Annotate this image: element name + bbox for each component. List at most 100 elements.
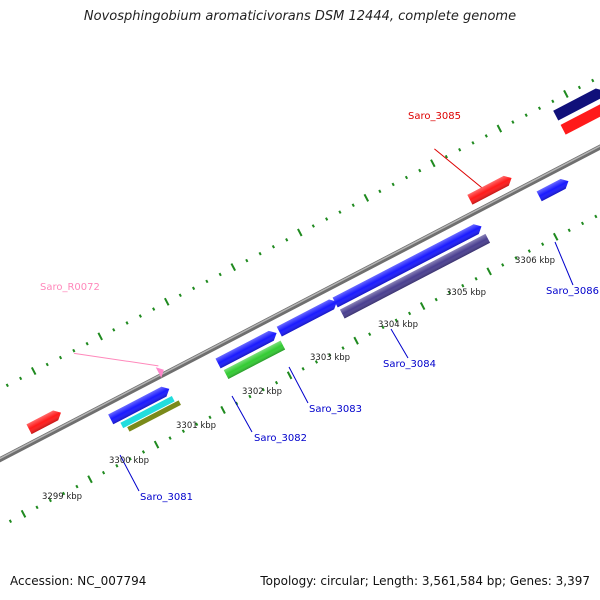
minor-tick: [338, 210, 342, 214]
kbp-label: 3302 kbp: [242, 387, 282, 397]
minor-tick: [285, 238, 289, 242]
minor-tick: [128, 457, 132, 461]
kbp-label: 3305 kbp: [446, 288, 486, 298]
minor-tick: [567, 228, 571, 233]
minor-tick: [274, 380, 279, 385]
minor-tick: [501, 263, 505, 267]
leader-saro-3082: [231, 395, 253, 433]
gene-label-saro-3082[interactable]: Saro_3082: [254, 433, 307, 444]
minor-tick: [471, 141, 475, 145]
minor-tick: [48, 498, 52, 503]
minor-tick: [537, 106, 542, 111]
minor-tick: [434, 297, 438, 302]
minor-tick: [541, 242, 545, 246]
gene-red-left[interactable]: [26, 408, 64, 435]
minor-tick: [341, 346, 345, 350]
minor-tick: [8, 519, 13, 523]
gene-label-saro-3085[interactable]: Saro_3085: [408, 111, 461, 122]
minor-tick: [58, 355, 63, 360]
minor-tick: [378, 189, 382, 194]
minor-tick: [444, 154, 448, 159]
minor-tick: [368, 332, 372, 336]
leader-saro-r0072: [74, 352, 159, 367]
minor-tick: [394, 318, 398, 323]
minor-tick: [418, 168, 422, 173]
leader-saro-3083: [288, 366, 309, 404]
minor-tick: [141, 450, 146, 454]
genome-backbone-highlight: [0, 88, 600, 488]
kbp-label: 3300 kbp: [109, 456, 149, 466]
minor-tick: [577, 85, 582, 90]
minor-tick: [248, 394, 252, 399]
major-tick: [496, 124, 503, 133]
gene-label-saro-3086[interactable]: Saro_3086: [546, 286, 599, 297]
minor-tick: [245, 258, 249, 263]
feature-slate-3084[interactable]: [339, 233, 491, 319]
gene-label-saro-3081[interactable]: Saro_3081: [140, 492, 193, 503]
minor-tick: [404, 175, 409, 180]
major-tick: [297, 228, 303, 237]
minor-tick: [138, 314, 142, 318]
minor-tick: [311, 224, 315, 228]
kbp-labels: 3299 kbp 3300 kbp 3301 kbp 3302 kbp 3303…: [42, 256, 555, 502]
minor-tick: [75, 484, 79, 489]
feature-olive-3081[interactable]: [127, 400, 181, 432]
major-tick: [220, 405, 226, 414]
minor-tick: [580, 221, 585, 226]
major-tick: [419, 302, 426, 311]
minor-tick: [591, 78, 595, 83]
minor-tick: [195, 422, 199, 427]
gene-labels: Saro_3085 Saro_R0072 Saro_3086 Saro_3084…: [40, 111, 599, 503]
kbp-label: 3301 kbp: [176, 421, 216, 431]
major-tick: [230, 263, 237, 272]
feature-cyan-3081[interactable]: [120, 396, 175, 429]
major-tick: [286, 371, 293, 380]
minor-tick: [407, 311, 412, 316]
kbp-label: 3303 kbp: [310, 353, 350, 363]
lower-leader-lines: [119, 241, 574, 492]
minor-tick: [5, 383, 9, 388]
minor-tick: [45, 362, 49, 367]
major-tick: [552, 232, 559, 241]
feature-green-3082[interactable]: [223, 340, 286, 379]
gene-label-saro-r0072[interactable]: Saro_R0072: [40, 282, 100, 293]
gene-red-right[interactable]: [560, 100, 600, 135]
major-tick: [20, 509, 27, 518]
major-tick: [486, 267, 492, 276]
gene-saro-3086[interactable]: [536, 176, 571, 202]
minor-tick: [101, 470, 106, 475]
minor-tick: [19, 376, 23, 381]
topology-text: Topology: circular; Length: 3,561,584 bp…: [260, 574, 590, 588]
minor-tick: [125, 321, 129, 325]
minor-tick: [524, 113, 528, 117]
major-tick: [164, 297, 170, 306]
gene-saro-3082-forward[interactable]: [215, 328, 280, 369]
major-tick: [363, 193, 370, 202]
leader-saro-3085: [434, 148, 482, 188]
accession-text: Accession: NC_007794: [10, 574, 147, 588]
lower-tick-row: [8, 214, 598, 523]
gene-label-saro-3084[interactable]: Saro_3084: [383, 359, 436, 370]
gene-label-saro-3083[interactable]: Saro_3083: [309, 404, 362, 415]
gene-saro-3084[interactable]: [332, 221, 484, 308]
minor-tick: [271, 244, 275, 249]
major-tick: [153, 440, 160, 449]
minor-tick: [325, 217, 329, 221]
minor-tick: [208, 415, 212, 420]
kbp-label: 3299 kbp: [42, 492, 82, 502]
major-tick: [430, 159, 436, 168]
minor-tick: [351, 203, 355, 207]
gene-saro-3081[interactable]: [108, 384, 172, 425]
minor-tick: [181, 429, 185, 433]
minor-tick: [85, 341, 89, 346]
gene-saro-3085[interactable]: [467, 173, 514, 205]
gene-navy-right[interactable]: [553, 86, 600, 121]
rna-saro-r0072[interactable]: [155, 364, 167, 378]
minor-tick: [218, 272, 222, 277]
minor-tick: [447, 290, 452, 295]
minor-tick: [205, 279, 209, 284]
minor-tick: [484, 134, 488, 138]
minor-tick: [381, 325, 385, 330]
gene-saro-3083[interactable]: [276, 297, 340, 337]
